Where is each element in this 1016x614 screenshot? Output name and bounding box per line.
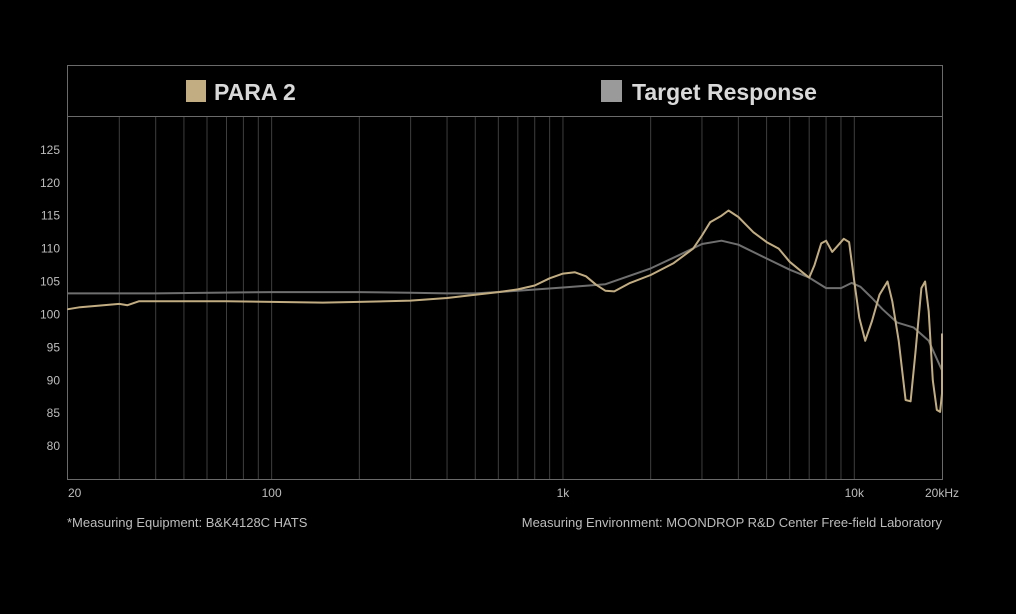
x-tick-label: 10k xyxy=(845,486,865,500)
x-axis-ticks: 20 100 1k 10k 20kHz xyxy=(68,486,959,500)
y-tick-label: 100 xyxy=(40,307,60,321)
y-axis-ticks: 125 120 115 110 105 100 95 90 85 80 xyxy=(40,143,60,453)
x-tick-label: 20 xyxy=(68,486,82,500)
y-tick-label: 105 xyxy=(40,275,60,289)
y-tick-label: 120 xyxy=(40,176,60,190)
y-tick-label: 90 xyxy=(47,373,61,387)
footnote-equipment: *Measuring Equipment: B&K4128C HATS xyxy=(67,515,308,530)
footnote-environment: Measuring Environment: MOONDROP R&D Cent… xyxy=(522,515,943,530)
legend-swatch-target xyxy=(601,80,622,102)
x-tick-label: 20kHz xyxy=(925,486,959,500)
legend-label-para2: PARA 2 xyxy=(214,79,296,105)
series-lines xyxy=(67,209,943,413)
y-tick-label: 115 xyxy=(41,209,60,223)
y-tick-label: 85 xyxy=(47,406,61,420)
legend-label-target: Target Response xyxy=(632,79,817,105)
x-tick-label: 100 xyxy=(262,486,282,500)
series-line-para-2 xyxy=(67,209,943,413)
y-tick-label: 95 xyxy=(47,340,61,354)
legend-swatch-para2 xyxy=(186,80,206,102)
y-tick-label: 125 xyxy=(40,143,60,157)
x-tick-label: 1k xyxy=(557,486,571,500)
grid-lines xyxy=(118,117,855,479)
series-line-target-response xyxy=(67,239,943,401)
y-tick-label: 80 xyxy=(47,439,61,453)
y-tick-label: 110 xyxy=(41,242,60,256)
plot-area xyxy=(67,116,943,480)
